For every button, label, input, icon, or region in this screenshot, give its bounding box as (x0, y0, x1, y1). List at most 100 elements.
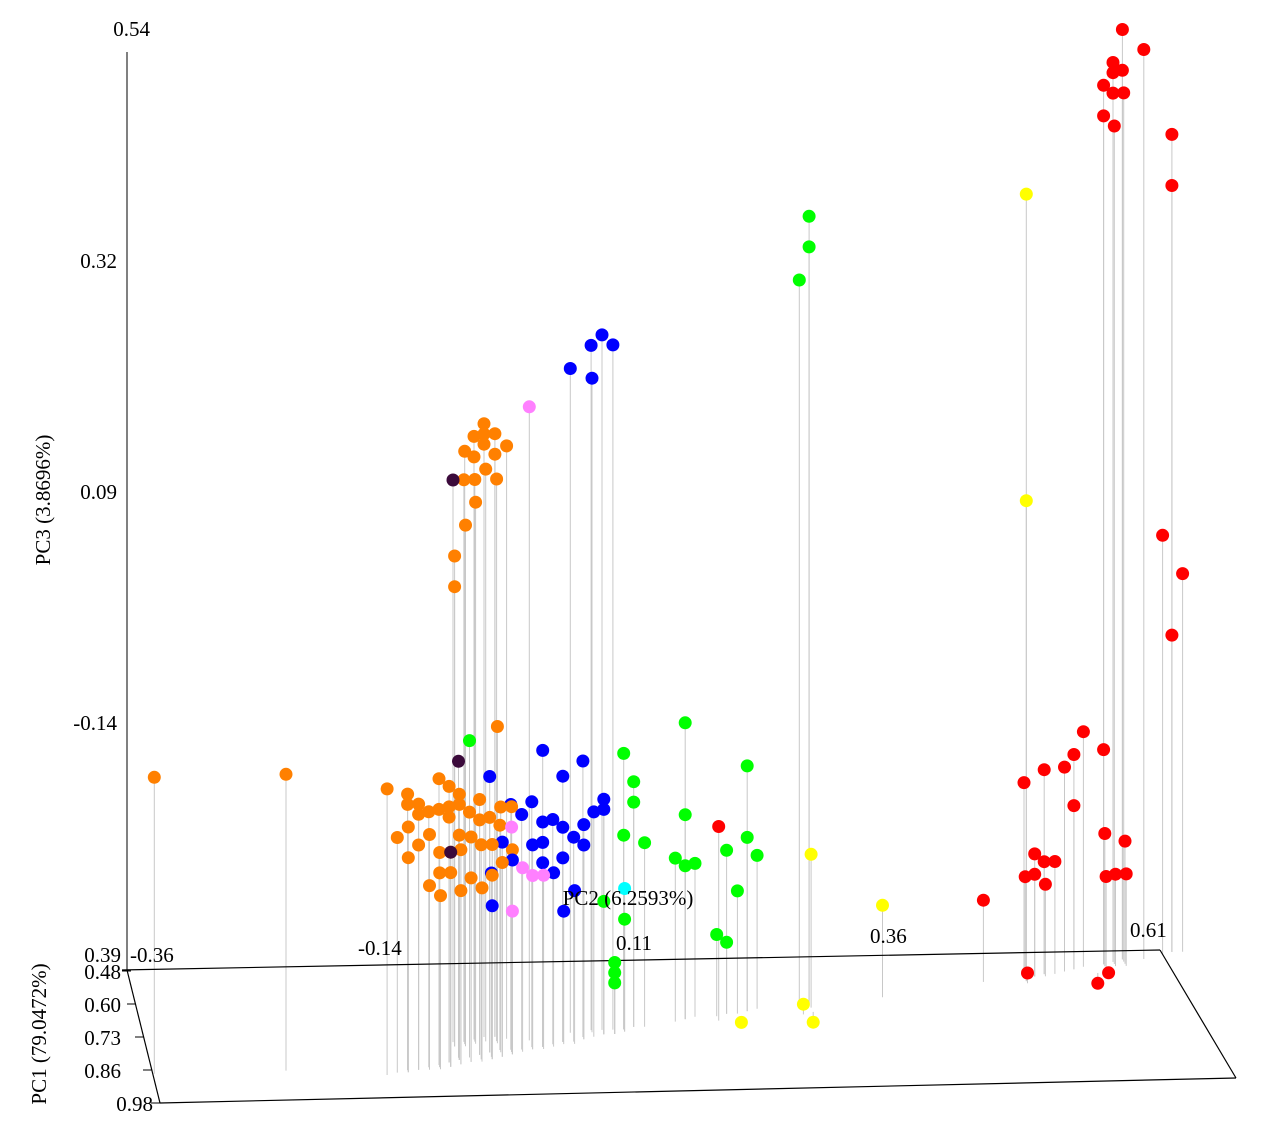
data-point (433, 866, 447, 880)
data-point (1106, 56, 1120, 69)
data-point (505, 904, 519, 918)
data-point (792, 273, 806, 287)
pc2-tick-label: -0.36 (130, 943, 174, 967)
data-point (526, 869, 540, 882)
pc1-tick-label: 0.39 (84, 943, 121, 967)
data-point (485, 838, 499, 851)
data-point (525, 795, 539, 809)
pc2-tick-label: -0.14 (358, 936, 402, 960)
data-point (597, 792, 611, 806)
data-point (515, 808, 529, 821)
pc1-tick-label: 0.98 (116, 1092, 153, 1116)
data-point (1097, 78, 1111, 92)
data-point (1076, 725, 1090, 739)
data-point (678, 808, 692, 822)
data-point (1118, 834, 1132, 848)
data-point (401, 820, 415, 834)
data-point (710, 928, 724, 941)
data-point (452, 787, 466, 801)
data-point (454, 884, 468, 898)
data-point (459, 518, 472, 532)
data-point (618, 882, 632, 895)
data-point (490, 720, 504, 733)
pc2-axis-line (121, 949, 1161, 971)
data-point (556, 851, 570, 865)
data-point (147, 770, 161, 784)
pc2-tick-label: 0.11 (616, 931, 652, 955)
data-point (734, 1015, 748, 1029)
data-point (750, 848, 764, 862)
data-point (432, 772, 446, 786)
data-point (488, 427, 502, 441)
data-point (638, 836, 652, 850)
data-point (557, 904, 571, 918)
data-point (976, 893, 990, 907)
data-point (423, 828, 436, 841)
data-point (536, 835, 550, 849)
data-point (477, 417, 491, 431)
data-point (730, 884, 744, 898)
data-point (1097, 109, 1111, 123)
data-point (444, 866, 458, 880)
data-point (1028, 847, 1042, 861)
data-point (401, 787, 415, 801)
data-point (1106, 66, 1120, 80)
data-point (458, 444, 472, 458)
data-point (412, 807, 426, 821)
data-point (457, 473, 471, 487)
data-point (802, 240, 816, 254)
data-point (412, 797, 426, 811)
pc3-axis-label: PC3 (3.8696%) (31, 435, 55, 566)
data-point (494, 800, 508, 814)
pc1-tick-label: 0.73 (84, 1026, 121, 1050)
pc2-tick-label: 0.61 (1130, 918, 1167, 942)
data-point (1037, 763, 1051, 777)
floor-right-edge (1159, 949, 1237, 1079)
data-point (556, 769, 570, 783)
data-point (563, 362, 577, 375)
data-point (442, 810, 456, 824)
data-point (678, 716, 692, 730)
pc2-axis-label: PC2 (6.2593%) (563, 886, 694, 910)
data-point (488, 447, 502, 461)
data-point (467, 429, 481, 443)
data-point (537, 868, 551, 882)
data-point (479, 462, 493, 476)
data-point (1115, 23, 1129, 36)
data-point (577, 818, 591, 832)
data-point (802, 209, 816, 223)
pc1-axis-label: PC1 (79.0472%) (27, 963, 51, 1104)
data-point (1106, 86, 1120, 100)
data-point (608, 976, 622, 990)
data-point (485, 868, 499, 882)
data-point (1097, 743, 1111, 757)
pc3-tick-label: 0.09 (80, 480, 117, 504)
data-point (463, 805, 476, 819)
data-point (475, 881, 489, 895)
data-point (597, 802, 611, 816)
data-point (1165, 127, 1179, 141)
data-point (422, 805, 436, 819)
data-point (1117, 86, 1131, 100)
data-point (433, 846, 447, 859)
data-point (454, 843, 468, 857)
data-point (668, 851, 682, 865)
data-point (505, 843, 519, 857)
data-point (474, 838, 488, 852)
data-point (493, 818, 507, 832)
data-point (505, 800, 519, 814)
data-point (442, 800, 456, 814)
data-point (595, 328, 609, 342)
data-point (1021, 966, 1034, 980)
data-point (1038, 877, 1052, 891)
data-point (1165, 179, 1179, 192)
data-point (568, 884, 582, 898)
data-point (1119, 867, 1133, 881)
data-point (1048, 855, 1062, 868)
data-points (147, 23, 1190, 1029)
axis-frame (121, 52, 1237, 1104)
floor-front-edge (159, 1077, 1237, 1104)
data-point (546, 813, 560, 826)
data-point (740, 759, 754, 773)
